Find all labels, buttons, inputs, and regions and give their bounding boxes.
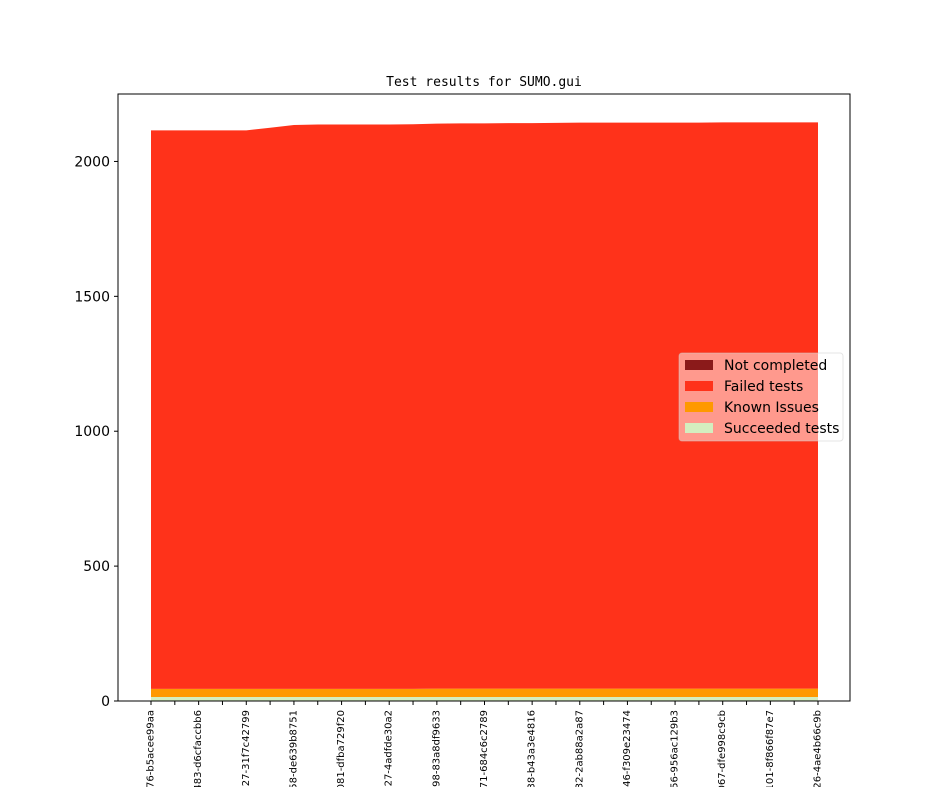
- x-tick-label: 101-8f866f87e7: [765, 710, 776, 787]
- y-tick-label: 2000: [74, 154, 110, 170]
- legend-label-known-issues: Known Issues: [724, 400, 819, 416]
- x-tick-label: 38-b43a3e4816: [527, 710, 538, 787]
- x-tick-label: 26-4ae4b66c9b: [813, 710, 824, 787]
- area-series-succeeded-tests: [151, 696, 818, 701]
- x-tick-label: 067-dfe998c9cb: [717, 710, 728, 787]
- x-tick-label: 58-de639b8751: [288, 710, 299, 787]
- x-tick-label: 483-d6cfaccbb6: [193, 710, 204, 787]
- x-tick-label: 081-dfba729f20: [336, 710, 347, 787]
- legend-label-not-completed: Not completed: [724, 358, 827, 374]
- x-tick-label: 32-2ab88a2a87: [574, 710, 585, 787]
- legend-swatch-not-completed: [685, 360, 713, 370]
- legend-box: [678, 352, 844, 442]
- x-axis: 76-b5acee99aa 483-d6cfaccbb6 27-31f7c42799…: [146, 701, 824, 792]
- legend-label-failed-tests: Failed tests: [724, 379, 803, 395]
- legend-label-succeeded-tests: Succeeded tests: [724, 421, 839, 437]
- y-tick-label: 1000: [74, 424, 110, 440]
- y-tick-label: 1500: [74, 289, 110, 305]
- x-tick-label: 27-31f7c42799: [241, 710, 252, 786]
- y-axis: 0 500 1000 1500 2000: [74, 154, 118, 710]
- x-tick-label: 76-b5acee99aa: [146, 710, 157, 787]
- legend-swatch-failed-tests: [685, 381, 713, 391]
- x-tick-label: 98-83a8df9633: [431, 710, 442, 787]
- legend-swatch-succeeded-tests: [685, 423, 713, 433]
- legend: Not completed Failed tests Known Issues Suc…: [678, 352, 844, 442]
- area-series-known-issues: [151, 688, 818, 697]
- y-tick-label: 0: [101, 694, 110, 710]
- y-tick-label: 500: [83, 559, 110, 575]
- area-series-failed-tests: [151, 122, 818, 689]
- x-tick-label: 71-684c6c2789: [479, 710, 490, 787]
- area-series-group: [151, 122, 818, 701]
- x-tick-label: 27-4adfde30a2: [384, 710, 395, 786]
- chart-title: Test results for SUMO.gui: [386, 75, 582, 90]
- x-tick-label: 46-f309e23474: [622, 710, 633, 787]
- legend-swatch-known-issues: [685, 402, 713, 412]
- x-tick-label: 56-956ac129b3: [670, 710, 681, 787]
